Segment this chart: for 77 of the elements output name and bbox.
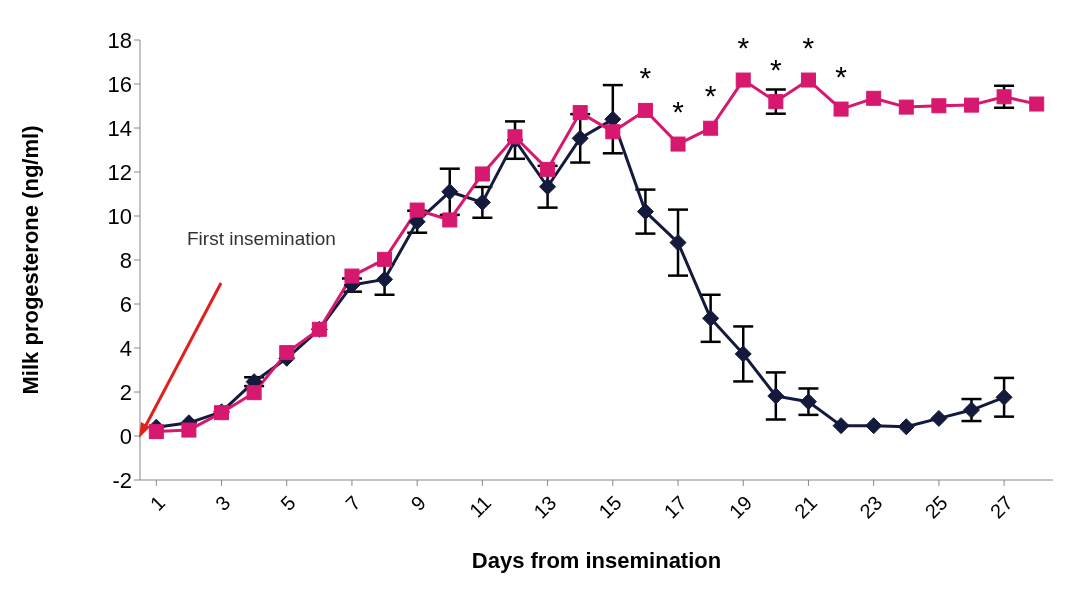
x-tick-label: 13 bbox=[529, 491, 561, 523]
x-tick-label: 17 bbox=[659, 491, 691, 523]
point bbox=[832, 417, 850, 435]
point bbox=[181, 422, 197, 438]
x-tick-label: 25 bbox=[920, 491, 952, 523]
point bbox=[473, 193, 491, 211]
point bbox=[669, 234, 687, 252]
point bbox=[963, 97, 979, 113]
point bbox=[703, 120, 719, 136]
point bbox=[833, 101, 849, 117]
point bbox=[474, 166, 490, 182]
point bbox=[148, 424, 164, 440]
annotation: * bbox=[737, 31, 750, 65]
point bbox=[865, 417, 883, 435]
point bbox=[898, 99, 914, 115]
point bbox=[702, 309, 720, 327]
x-tick-label: 7 bbox=[341, 491, 365, 515]
annotation: * bbox=[639, 61, 652, 95]
point bbox=[507, 129, 523, 145]
x-axis-title: Days from insemination bbox=[471, 548, 722, 573]
point bbox=[1029, 96, 1045, 112]
point bbox=[767, 387, 785, 405]
point bbox=[670, 136, 686, 152]
point bbox=[246, 385, 262, 401]
point bbox=[930, 409, 948, 427]
annotation: * bbox=[704, 79, 717, 113]
x-tick-label: 9 bbox=[406, 491, 431, 515]
point bbox=[409, 202, 425, 218]
y-tick-label: 6 bbox=[119, 291, 132, 317]
x-tick-label: 5 bbox=[276, 491, 300, 515]
point bbox=[734, 345, 752, 363]
x-tick-label: 23 bbox=[855, 491, 887, 523]
point bbox=[344, 268, 360, 284]
y-tick-label: 4 bbox=[119, 335, 132, 361]
annotation: * bbox=[672, 95, 685, 129]
x-tick-label: 11 bbox=[465, 491, 496, 522]
x-tick-label: 1 bbox=[145, 491, 170, 515]
point bbox=[735, 72, 751, 88]
point bbox=[636, 203, 654, 221]
y-tick-label: 2 bbox=[119, 379, 132, 405]
point bbox=[768, 94, 784, 110]
x-tick-label: 21 bbox=[790, 491, 822, 523]
annotation: First insemination bbox=[187, 228, 336, 249]
y-tick-label: 10 bbox=[107, 203, 132, 229]
annotation: * bbox=[835, 60, 848, 94]
point bbox=[442, 212, 458, 228]
point bbox=[605, 124, 621, 140]
y-tick-label: 0 bbox=[119, 423, 132, 449]
point bbox=[897, 418, 915, 436]
point bbox=[572, 105, 588, 121]
y-tick-label: 18 bbox=[107, 27, 132, 53]
y-tick-label: 12 bbox=[107, 159, 132, 185]
point bbox=[540, 161, 556, 177]
y-axis-title: Milk progesterone (ng/ml) bbox=[17, 125, 43, 395]
y-tick-label: 16 bbox=[107, 71, 132, 97]
x-tick-label: 3 bbox=[210, 491, 235, 515]
x-tick-label: 15 bbox=[594, 491, 626, 523]
annotation: * bbox=[802, 31, 815, 65]
point bbox=[799, 393, 817, 411]
annotation: * bbox=[770, 52, 782, 86]
point bbox=[866, 90, 882, 106]
point bbox=[571, 129, 589, 147]
x-tick-label: 27 bbox=[985, 491, 1017, 523]
point bbox=[931, 98, 947, 114]
point bbox=[279, 345, 295, 361]
y-tick-label: 14 bbox=[107, 115, 132, 141]
point bbox=[539, 178, 557, 196]
point bbox=[637, 102, 653, 118]
point bbox=[995, 388, 1013, 406]
point bbox=[996, 89, 1012, 105]
point bbox=[376, 270, 394, 288]
x-tick-label: 19 bbox=[724, 491, 757, 523]
point bbox=[441, 183, 459, 201]
y-tick-label: -2 bbox=[112, 467, 132, 493]
point bbox=[800, 72, 816, 88]
y-tick-label: 8 bbox=[119, 247, 132, 273]
point bbox=[377, 251, 393, 267]
